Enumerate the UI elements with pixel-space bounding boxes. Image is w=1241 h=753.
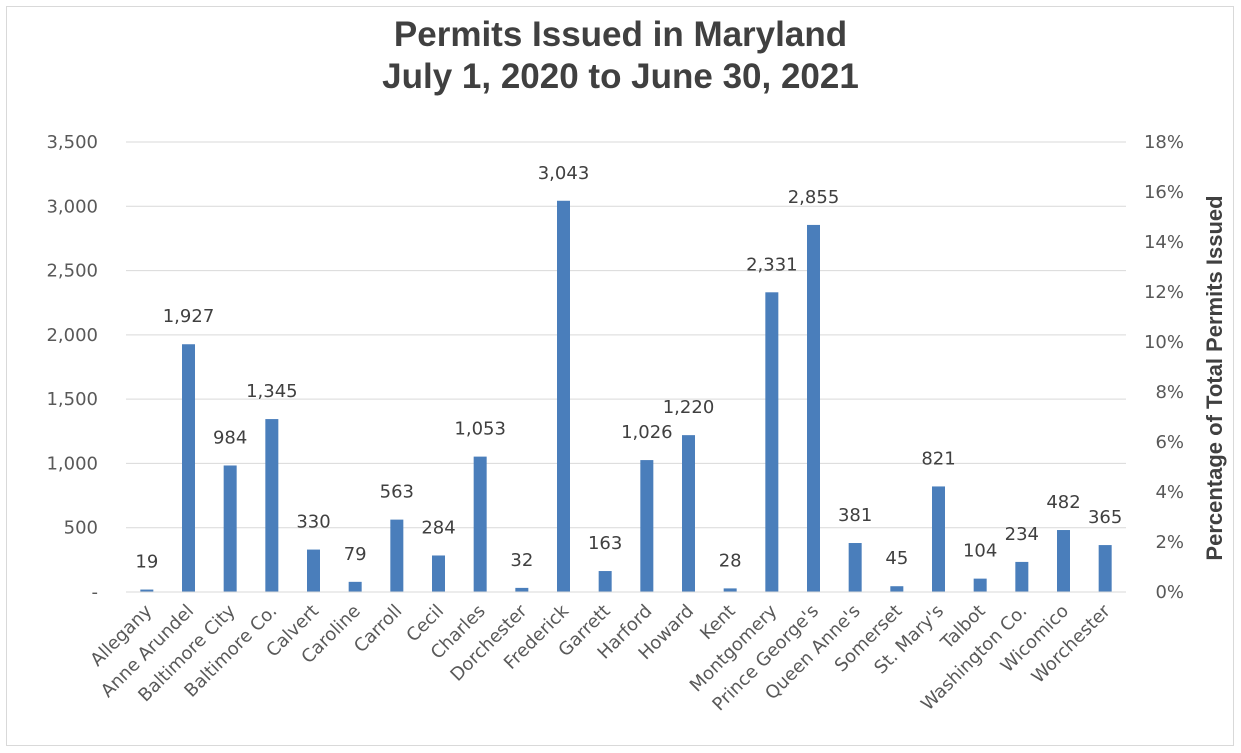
bar: [640, 460, 654, 592]
y2-tick-label: 2%: [1155, 532, 1184, 553]
chart-title-line-2: July 1, 2020 to June 30, 2021: [382, 57, 859, 96]
bar: [515, 587, 529, 592]
data-labels: 19 1,927 984 1,345 330 79 563 284 1,053 32 3,043 16…: [135, 163, 1122, 573]
data-label: 3,043: [538, 163, 590, 184]
bar: [848, 543, 862, 592]
bar: [1057, 530, 1070, 592]
data-label: 1,220: [663, 397, 715, 418]
bar: [348, 581, 362, 592]
bar: [223, 465, 237, 592]
data-label: 330: [296, 512, 330, 533]
bar: [765, 292, 779, 592]
data-label: 1,053: [454, 419, 506, 440]
y2-tick-label: 16%: [1144, 182, 1184, 203]
y-tick-label: 1,000: [46, 453, 98, 474]
y2-axis-title: Percentage of Total Permits Issued: [1202, 195, 1227, 560]
bar: [307, 549, 320, 592]
bar: [140, 589, 154, 592]
data-label: 1,345: [246, 381, 298, 402]
data-label: 482: [1046, 492, 1080, 513]
y2-tick-label: 10%: [1144, 332, 1184, 353]
y2-tick-label: 12%: [1144, 282, 1184, 303]
bars: [140, 200, 1112, 592]
bar: [932, 486, 945, 592]
data-label: 821: [921, 448, 955, 469]
bar: [473, 456, 487, 592]
bar: [807, 224, 820, 592]
chart-area: [6, 6, 1234, 746]
y-axis-right: 0% 2% 4% 6% 8% 10% 12% 14% 16% 18%: [1144, 132, 1184, 603]
data-label: 79: [344, 544, 367, 565]
bar: [682, 435, 695, 592]
bar: [1098, 545, 1112, 592]
chart-title: Permits Issued in Maryland July 1, 2020 …: [0, 14, 1241, 98]
bar: [557, 200, 570, 592]
bar: [723, 588, 737, 592]
data-label: 163: [588, 533, 622, 554]
data-label: 28: [719, 550, 742, 571]
bar: [890, 586, 904, 592]
bar: [390, 519, 404, 592]
data-label: 381: [838, 505, 872, 526]
data-label: 45: [885, 548, 908, 569]
y-tick-label: 500: [64, 518, 98, 539]
data-label: 32: [510, 550, 533, 571]
y2-tick-label: 6%: [1155, 432, 1184, 453]
y-tick-label: 1,500: [46, 389, 98, 410]
data-label: 1,927: [163, 306, 215, 327]
bar: [265, 419, 279, 592]
bar: [973, 578, 987, 592]
data-label: 104: [963, 541, 997, 562]
data-label: 365: [1088, 507, 1122, 528]
data-label: 2,855: [788, 187, 840, 208]
y2-tick-label: 8%: [1155, 382, 1184, 403]
y-tick-label: 3,000: [46, 196, 98, 217]
y-axis-left: - 500 1,000 1,500 2,000 2,500 3,000 3,500: [46, 132, 98, 603]
data-label: 984: [213, 427, 247, 448]
bar: [598, 571, 612, 592]
y2-tick-label: 4%: [1155, 482, 1184, 503]
data-label: 284: [421, 517, 455, 538]
data-label: 234: [1005, 524, 1039, 545]
data-label: 19: [135, 552, 158, 573]
y-tick-label: 3,500: [46, 132, 98, 153]
y-tick-label: 2,000: [46, 325, 98, 346]
y-tick-label: 2,500: [46, 261, 98, 282]
bar: [432, 555, 445, 592]
y2-tick-label: 18%: [1144, 132, 1184, 153]
x-tick-label: Carroll: [350, 601, 406, 657]
data-label: 1,026: [621, 422, 673, 443]
y2-tick-label: 0%: [1155, 582, 1184, 603]
y2-tick-label: 14%: [1144, 232, 1184, 253]
data-label: 563: [380, 482, 414, 503]
bar: [182, 344, 195, 592]
chart-title-line-1: Permits Issued in Maryland: [393, 15, 848, 54]
y-tick-label: -: [92, 582, 99, 603]
bar: [1015, 561, 1029, 592]
data-label: 2,331: [746, 254, 798, 275]
